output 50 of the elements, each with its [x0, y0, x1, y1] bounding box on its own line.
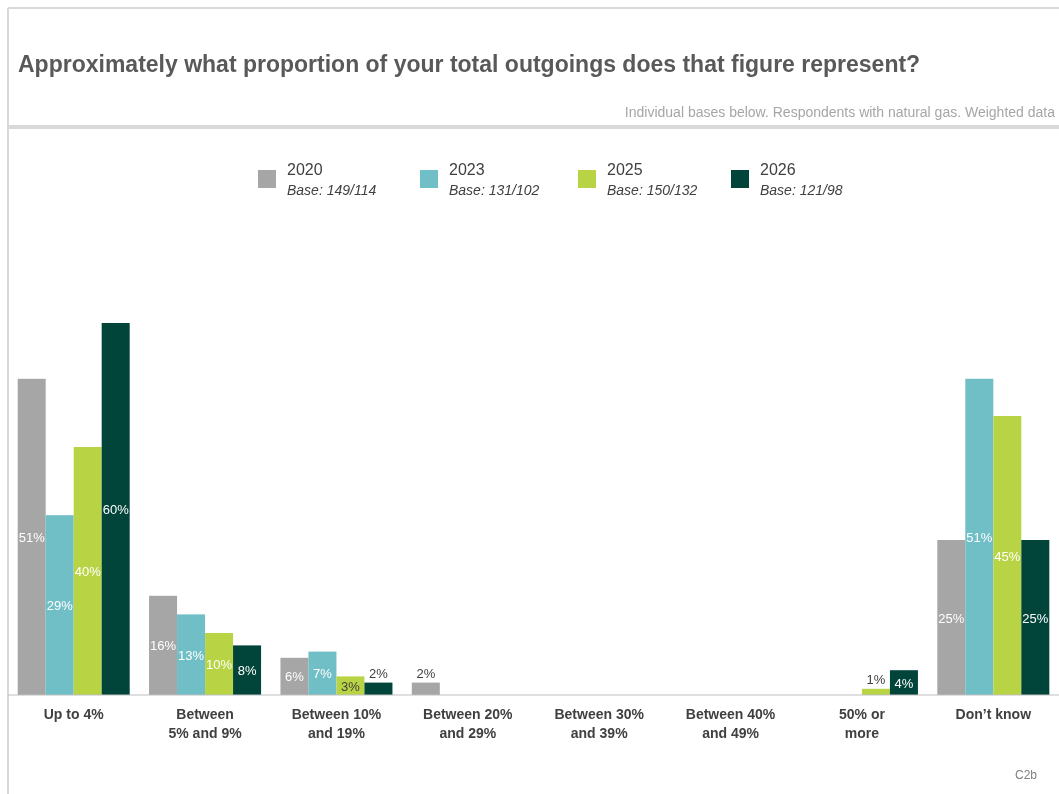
data-label: 25%: [938, 610, 965, 626]
bar: [73, 447, 102, 695]
chart-subtitle: Individual bases below. Respondents with natural gas. Weighted data: [624, 104, 1056, 120]
text: Base: 150/132: [607, 182, 698, 198]
x-tick-label: Up to 4%: [43, 706, 105, 722]
bar: [205, 633, 234, 695]
x-tick-label: Don’t know: [955, 706, 1032, 722]
data-label: 1%: [866, 671, 886, 687]
x-tick-label: Between 30% and 39%: [554, 706, 645, 741]
text: Base: 121/98: [760, 182, 843, 198]
x-tick-label: Between 5% and 9%: [168, 706, 243, 741]
data-label: 16%: [150, 638, 177, 654]
data-label: 2%: [369, 665, 389, 681]
bar: [45, 515, 74, 695]
text: Base: 131/102: [449, 182, 540, 198]
text: Base: 149/114: [287, 182, 377, 198]
bar: [993, 416, 1022, 695]
x-tick-label: Between 10% and 19%: [291, 706, 382, 741]
legend-label: 2026: [760, 161, 796, 178]
data-label: 10%: [206, 657, 233, 672]
legend-label: 2020: [287, 161, 323, 178]
data-label: 13%: [178, 647, 205, 663]
x-tick-label: Between 40% and 49%: [685, 706, 776, 741]
data-label: 51%: [966, 529, 993, 545]
data-label: 25%: [1022, 610, 1049, 626]
bar: [937, 540, 966, 695]
bar: [233, 645, 262, 695]
data-label: 6%: [285, 669, 305, 685]
data-label: 60%: [102, 502, 130, 517]
data-label: 45%: [994, 548, 1021, 564]
bar: [177, 614, 206, 695]
data-label: 2%: [416, 665, 436, 681]
bar: [17, 378, 46, 695]
bar: [965, 378, 994, 695]
x-tick-label: Between 20% and 29%: [423, 706, 514, 741]
data-label: 51%: [18, 529, 46, 545]
bar: [101, 323, 130, 695]
data-label: 3%: [341, 678, 361, 694]
legend-label: 2025: [607, 161, 643, 178]
data-label: 8%: [237, 663, 257, 679]
data-label: 29%: [46, 598, 74, 614]
x-tick-label: 50% or more: [838, 706, 886, 741]
text: C2b: [1014, 768, 1038, 782]
chart-title: Approximately what proportion of your total outgoings does that figure represent?: [18, 51, 921, 77]
bar: [149, 595, 178, 695]
data-label: 7%: [313, 666, 333, 682]
data-label: 4%: [894, 675, 914, 691]
bar: [1021, 540, 1050, 695]
legend-label: 2023: [449, 161, 485, 178]
data-label: 40%: [74, 564, 102, 579]
